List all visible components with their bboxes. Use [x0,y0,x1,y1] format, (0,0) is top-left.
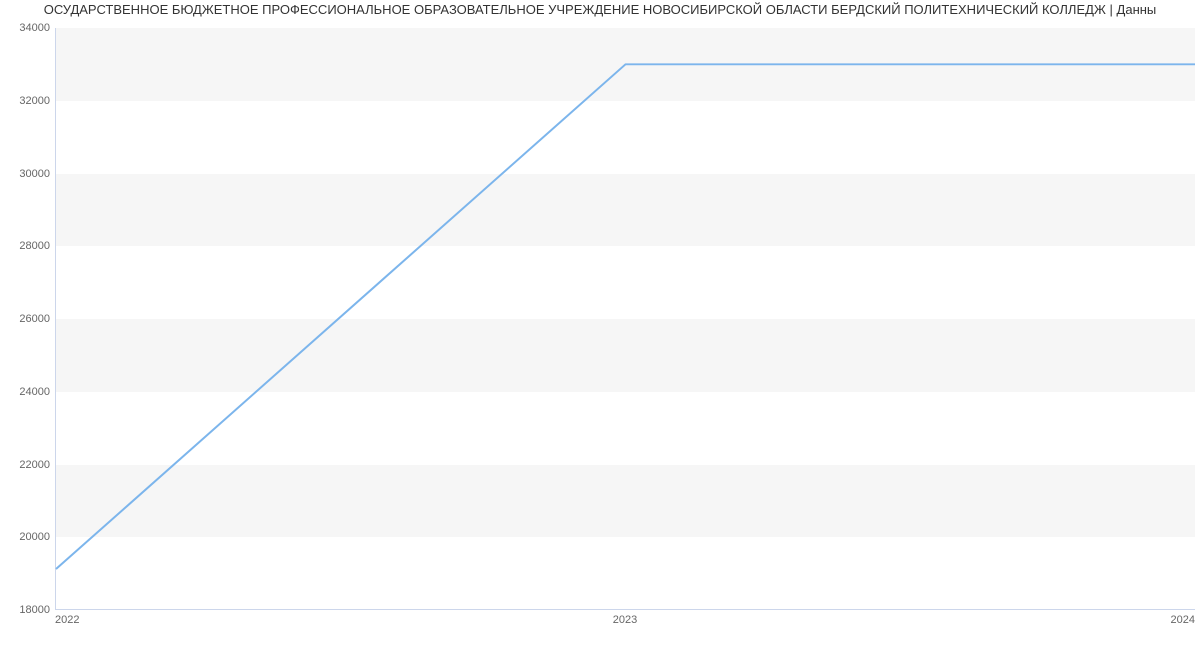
y-tick-label: 20000 [5,531,50,543]
plot-area [55,28,1195,610]
y-tick-label: 28000 [5,240,50,252]
y-tick-label: 18000 [5,604,50,616]
x-tick-label: 2024 [1171,614,1195,626]
y-tick-label: 22000 [5,459,50,471]
x-tick-label: 2023 [613,614,637,626]
y-tick-label: 26000 [5,313,50,325]
chart-title: ОСУДАРСТВЕННОЕ БЮДЖЕТНОЕ ПРОФЕССИОНАЛЬНО… [0,2,1200,22]
line-series [56,28,1195,609]
y-tick-label: 34000 [5,22,50,34]
x-tick-label: 2022 [55,614,79,626]
y-tick-label: 32000 [5,95,50,107]
y-tick-label: 24000 [5,386,50,398]
chart-container: ОСУДАРСТВЕННОЕ БЮДЖЕТНОЕ ПРОФЕССИОНАЛЬНО… [0,0,1200,650]
y-tick-label: 30000 [5,168,50,180]
